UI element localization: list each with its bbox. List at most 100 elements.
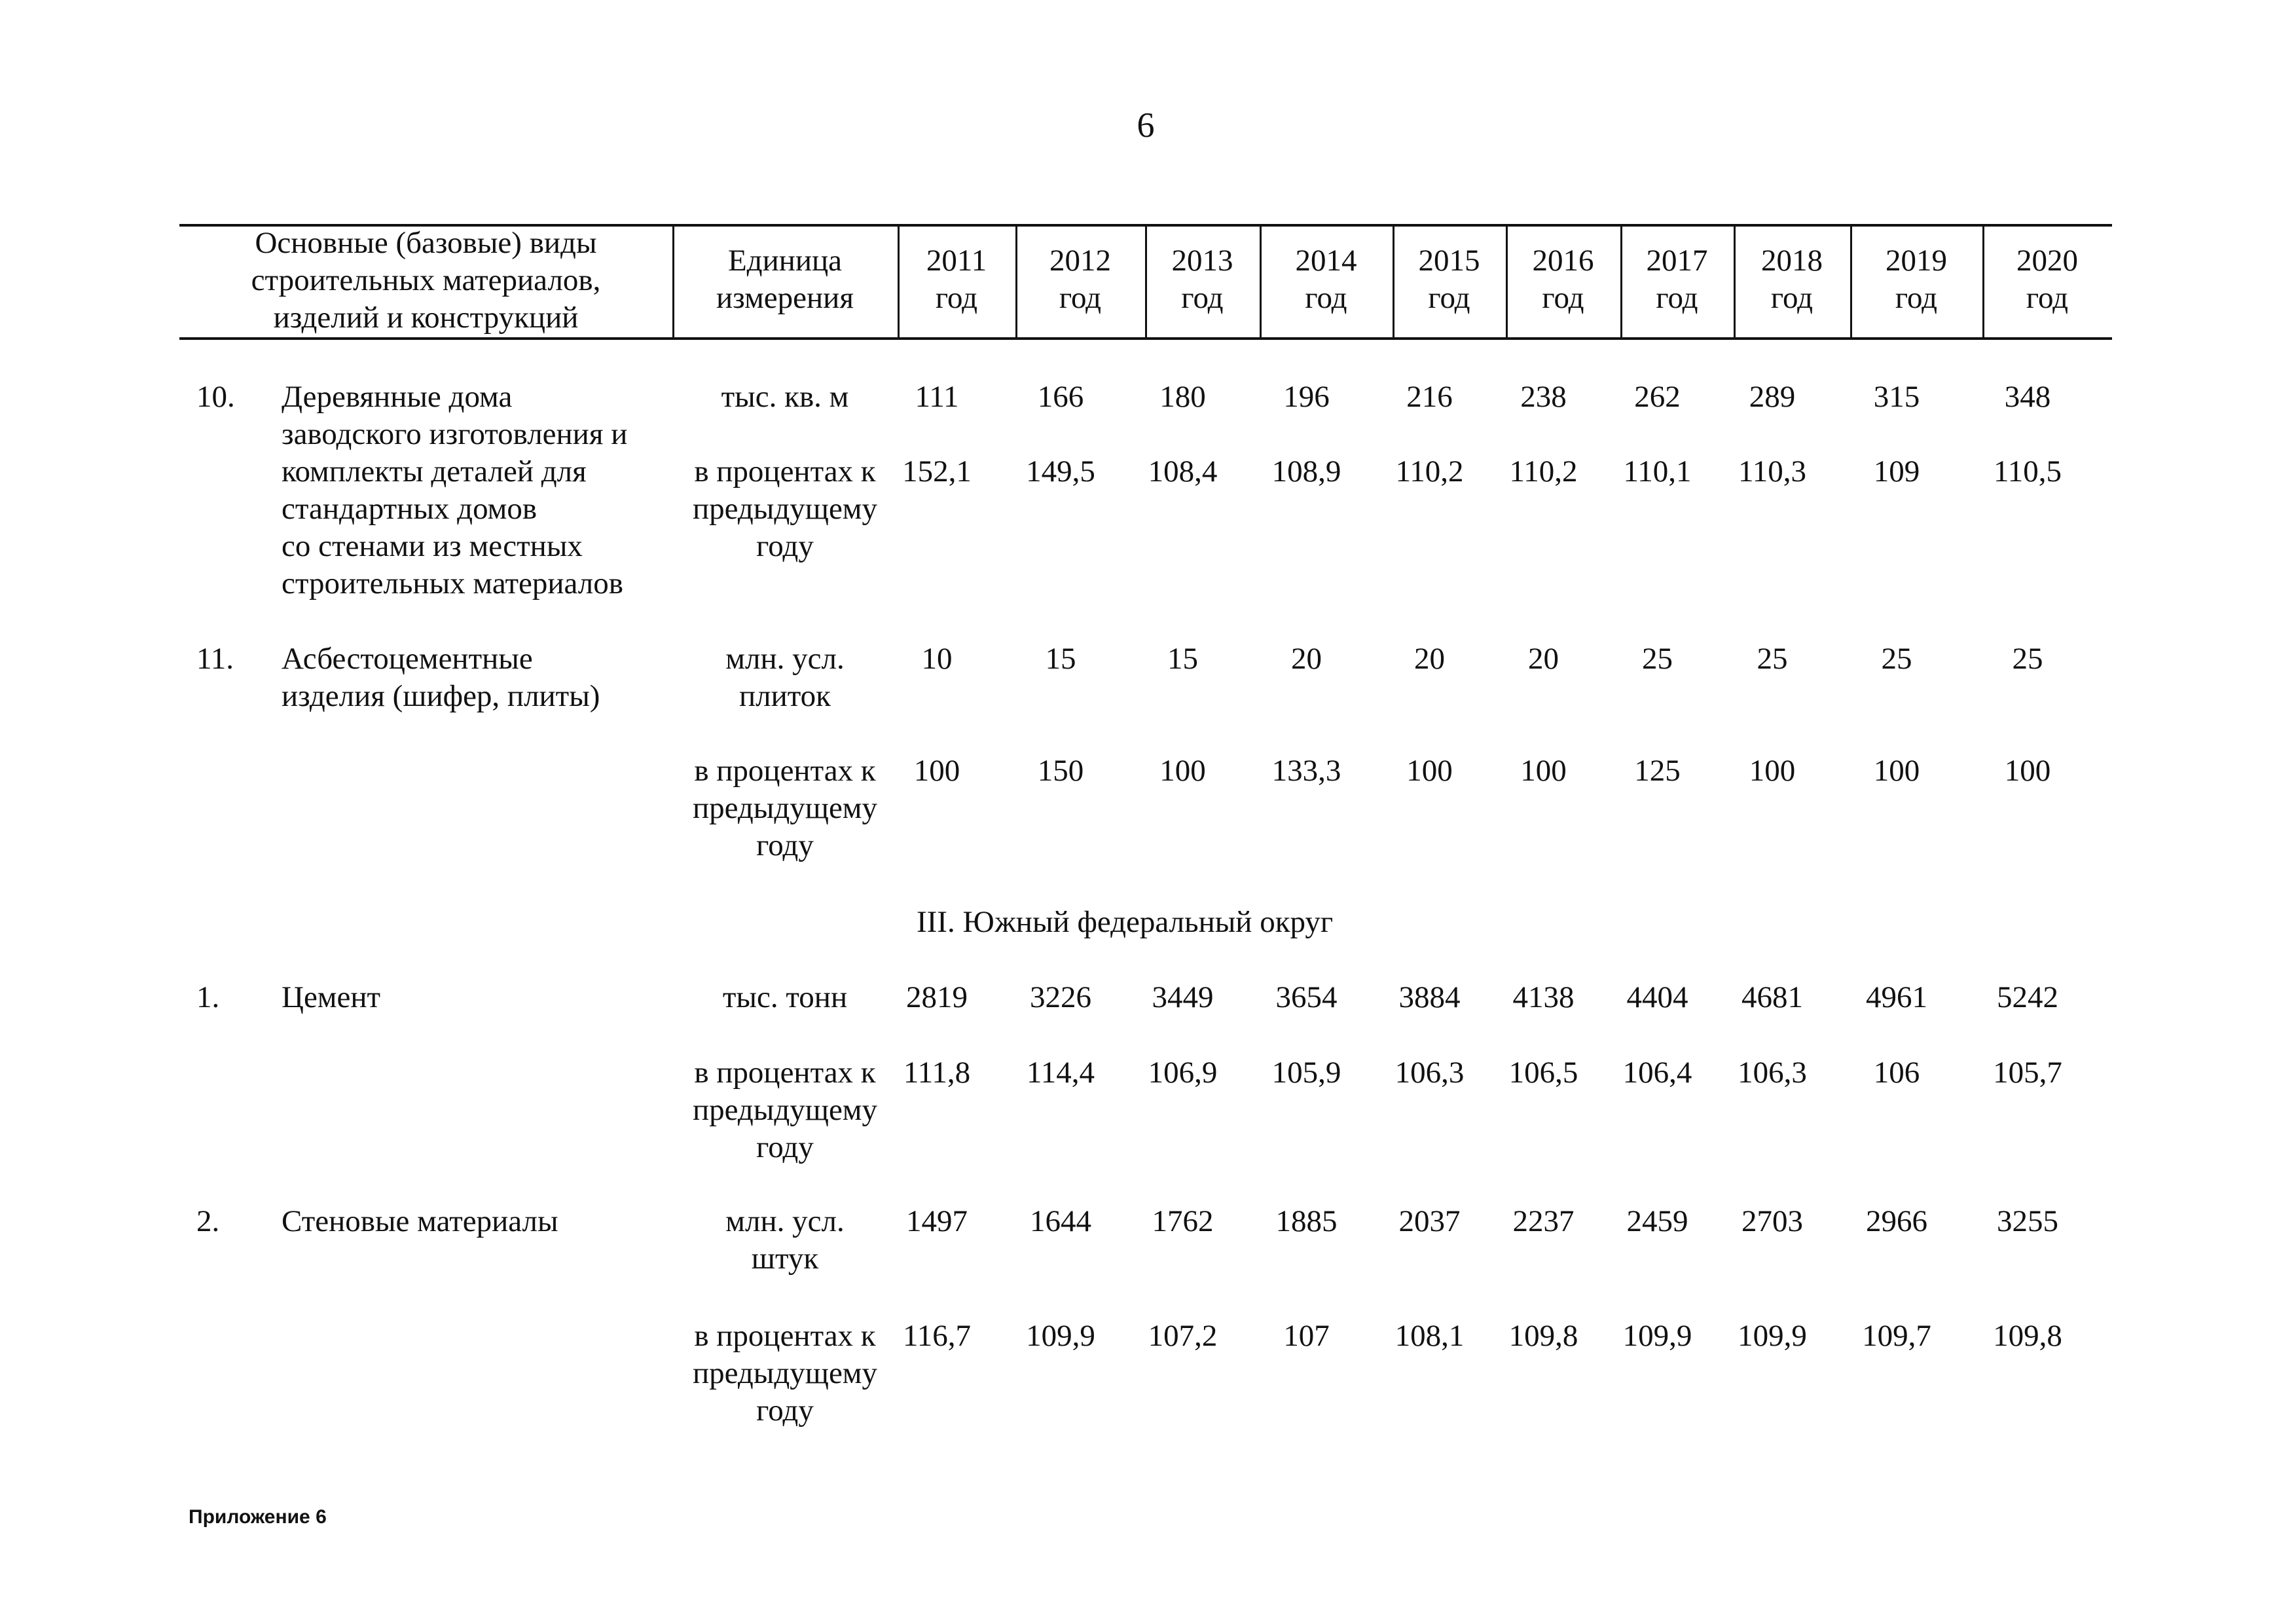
text-line: в процентах к [694,454,876,489]
value-cell-2015: 2037 [1398,1204,1461,1238]
value-cell-2019: 106 [1873,1056,1920,1090]
column-divider [1620,224,1622,337]
value-cell-2020: 110,5 [1993,454,2062,489]
value-cell-2011: 111 [915,380,959,414]
value-cell-2016: 110,2 [1509,454,1578,489]
page-number: 6 [1137,105,1155,145]
text-line: млн. усл. [725,642,845,676]
row-material-name: Цемент [282,979,380,1016]
value-cell-2015: 216 [1406,380,1453,414]
text-line: штук [751,1242,819,1276]
header-year-2016: 2016 год [1506,242,1620,317]
column-divider [672,224,674,337]
year-suffix: год [1656,281,1698,315]
text-line: тыс. тонн [722,980,848,1014]
row-material-name: Деревянные дома заводского изготовления и… [282,378,627,602]
text-line: заводского изготовления и [282,417,628,451]
value-cell-2020: 348 [2004,380,2051,414]
value-cell-2011: 1497 [906,1204,968,1238]
text-line: году [756,1393,814,1428]
column-divider [1015,224,1017,337]
year-label: 2016 [1532,244,1594,278]
value-cell-2018: 110,3 [1738,454,1806,489]
header-year-2017: 2017 год [1620,242,1734,317]
value-cell-2012: 109,9 [1026,1319,1095,1353]
column-divider [1260,224,1262,337]
row-unit: млн. усл. плиток [672,640,898,715]
text-line: со стенами из местных [282,529,583,563]
value-cell-2019: 109,7 [1862,1319,1931,1353]
value-cell-2015: 110,2 [1395,454,1464,489]
value-cell-2018: 25 [1757,642,1788,676]
year-label: 2013 [1171,244,1233,278]
value-cell-2017: 109,9 [1622,1319,1692,1353]
value-cell-2013: 106,9 [1148,1056,1218,1090]
value-cell-2014: 20 [1291,642,1322,676]
value-cell-2012: 166 [1037,380,1084,414]
value-cell-2013: 100 [1159,754,1206,788]
text-line: плиток [738,679,831,713]
text-line: предыдущему [692,492,878,526]
text-line: изделий и конструкций [273,301,579,335]
value-cell-2011: 100 [913,754,960,788]
text-line: году [756,529,814,563]
year-suffix: год [1895,281,1938,315]
value-cell-2017: 2459 [1626,1204,1688,1238]
year-suffix: год [1305,281,1347,315]
row-material-name: Стеновые материалы [282,1203,558,1240]
value-cell-2011: 116,7 [902,1319,971,1353]
value-cell-2018: 289 [1749,380,1796,414]
value-cell-2014: 105,9 [1271,1056,1341,1090]
value-cell-2016: 238 [1520,380,1567,414]
text-line: комплекты деталей для [282,454,587,489]
value-cell-2020: 105,7 [1993,1056,2062,1090]
value-cell-2013: 107,2 [1148,1319,1218,1353]
value-cell-2015: 108,1 [1394,1319,1465,1353]
year-suffix: год [935,281,978,315]
text-line: тыс. кв. м [721,380,849,414]
value-cell-2020: 109,8 [1993,1319,2062,1353]
value-cell-2017: 4404 [1626,980,1688,1014]
row-number: 11. [196,642,234,676]
table-rule [179,337,2112,340]
value-cell-2019: 109 [1873,454,1920,489]
value-cell-2016: 109,8 [1508,1319,1578,1353]
value-cell-2018: 106,3 [1738,1056,1807,1090]
year-label: 2012 [1049,244,1111,278]
year-suffix: год [1542,281,1584,315]
column-divider [1850,224,1852,337]
value-cell-2013: 180 [1159,380,1206,414]
header-year-2012: 2012 год [1015,242,1145,317]
year-suffix: год [1181,281,1224,315]
value-cell-2019: 100 [1873,754,1920,788]
text-line: измерения [716,281,854,315]
year-suffix: год [1770,281,1813,315]
value-cell-2013: 3449 [1152,980,1214,1014]
value-cell-2020: 25 [2012,642,2043,676]
text-line: Цемент [282,980,381,1014]
text-line: строительных материалов [282,566,623,600]
column-divider [1393,224,1394,337]
value-cell-2016: 4138 [1512,980,1575,1014]
value-cell-2019: 315 [1873,380,1920,414]
text-line: изделия (шифер, плиты) [282,679,600,713]
text-line: в процентах к [694,754,876,788]
value-cell-2018: 109,9 [1738,1319,1807,1353]
value-cell-2017: 262 [1634,380,1681,414]
text-line: в процентах к [694,1319,876,1353]
text-line: предыдущему [692,1093,878,1127]
section-title: III. Южный федеральный округ [917,905,1334,939]
value-cell-2015: 100 [1406,754,1453,788]
row-unit: тыс. тонн [672,979,898,1016]
header-year-2014: 2014 год [1260,242,1393,317]
value-cell-2018: 2703 [1741,1204,1803,1238]
row-unit: в процентах к предыдущему году [672,752,898,864]
year-label: 2015 [1418,244,1480,278]
text-line: предыдущему [692,791,878,825]
header-year-2019: 2019 год [1850,242,1982,317]
value-cell-2020: 100 [2004,754,2051,788]
year-label: 2019 [1886,244,1947,278]
text-line: предыдущему [692,1356,878,1390]
year-label: 2011 [926,244,987,278]
value-cell-2011: 111,8 [903,1056,971,1090]
